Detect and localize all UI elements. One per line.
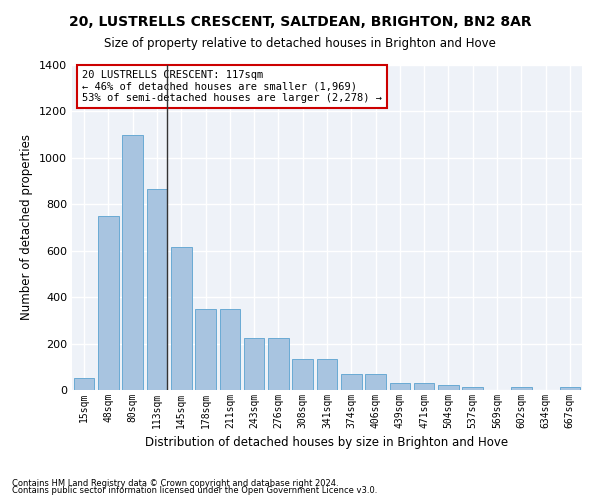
- Bar: [365, 374, 386, 390]
- Bar: [171, 247, 191, 390]
- Bar: [146, 189, 167, 390]
- Bar: [268, 338, 289, 390]
- Text: Size of property relative to detached houses in Brighton and Hove: Size of property relative to detached ho…: [104, 38, 496, 51]
- Bar: [292, 358, 313, 390]
- Bar: [244, 338, 265, 390]
- Bar: [74, 378, 94, 390]
- Y-axis label: Number of detached properties: Number of detached properties: [20, 134, 34, 320]
- Bar: [122, 134, 143, 390]
- Text: Contains public sector information licensed under the Open Government Licence v3: Contains public sector information licen…: [12, 486, 377, 495]
- Bar: [414, 383, 434, 390]
- Bar: [389, 383, 410, 390]
- Bar: [511, 387, 532, 390]
- Bar: [560, 387, 580, 390]
- Bar: [438, 385, 459, 390]
- Bar: [463, 386, 483, 390]
- Bar: [195, 309, 216, 390]
- Bar: [341, 374, 362, 390]
- Bar: [220, 309, 240, 390]
- Bar: [98, 216, 119, 390]
- Text: 20, LUSTRELLS CRESCENT, SALTDEAN, BRIGHTON, BN2 8AR: 20, LUSTRELLS CRESCENT, SALTDEAN, BRIGHT…: [68, 15, 532, 29]
- X-axis label: Distribution of detached houses by size in Brighton and Hove: Distribution of detached houses by size …: [145, 436, 509, 450]
- Text: Contains HM Land Registry data © Crown copyright and database right 2024.: Contains HM Land Registry data © Crown c…: [12, 478, 338, 488]
- Text: 20 LUSTRELLS CRESCENT: 117sqm
← 46% of detached houses are smaller (1,969)
53% o: 20 LUSTRELLS CRESCENT: 117sqm ← 46% of d…: [82, 70, 382, 103]
- Bar: [317, 358, 337, 390]
